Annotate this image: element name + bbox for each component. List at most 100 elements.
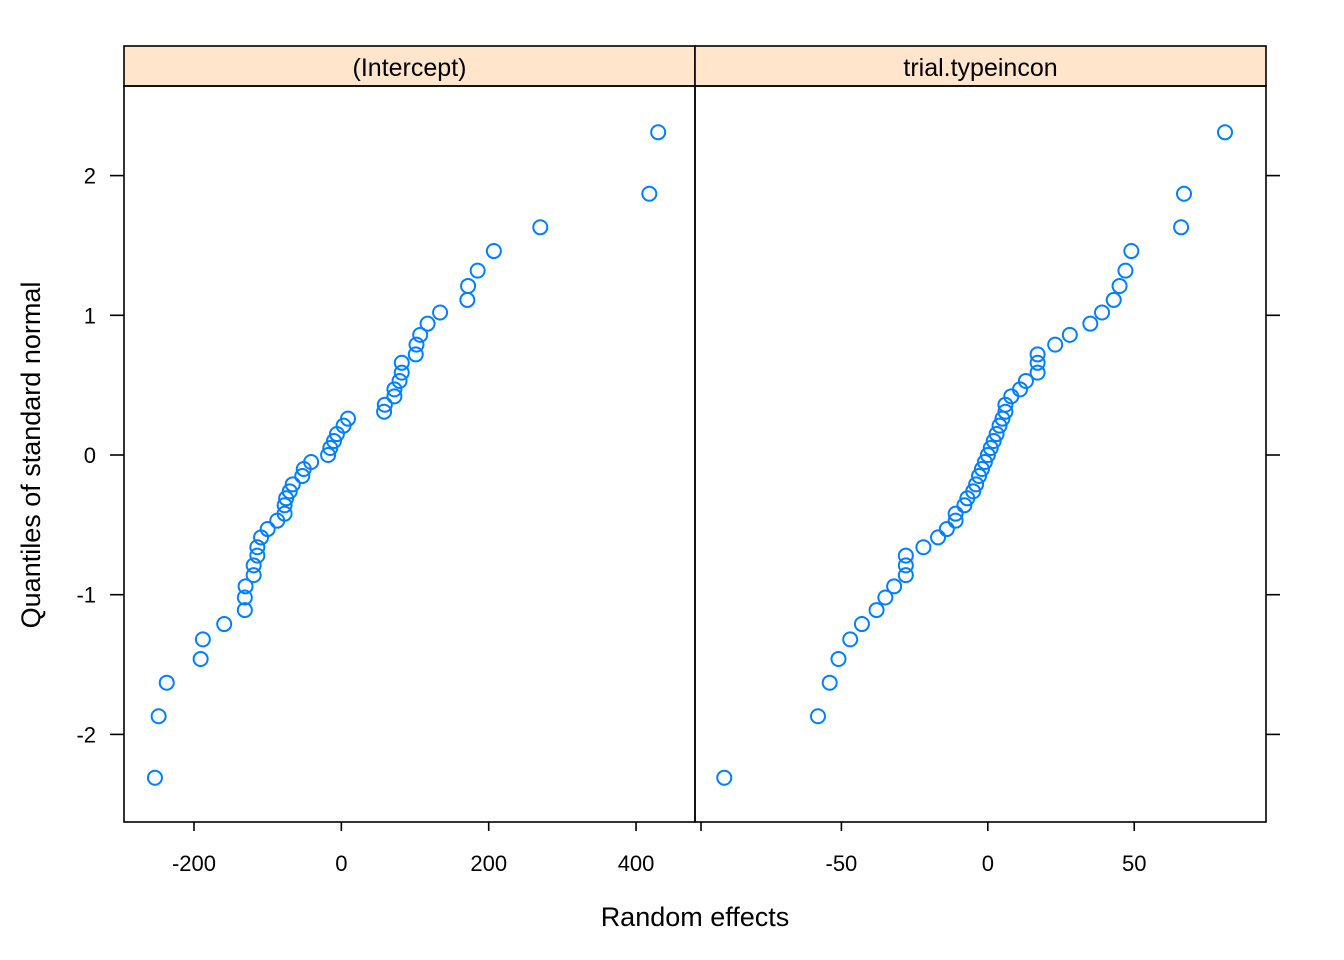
- data-point: [276, 497, 293, 514]
- data-point: [973, 460, 990, 477]
- data-point: [192, 650, 209, 667]
- data-point: [716, 769, 733, 786]
- data-point: [650, 124, 667, 141]
- data-point: [877, 589, 894, 606]
- data-point: [393, 354, 410, 371]
- panel-title-1: (Intercept): [353, 54, 467, 82]
- y-axis: -2 -1 0 1 2: [76, 164, 1280, 747]
- data-point: [1217, 124, 1234, 141]
- panel-strip-2: [694, 45, 1267, 87]
- panel-title-2: trial.typeincon: [903, 54, 1057, 82]
- data-point: [886, 578, 903, 595]
- data-point: [419, 315, 436, 332]
- data-point: [821, 674, 838, 691]
- data-point: [971, 467, 988, 484]
- x-tick-label: 0: [982, 851, 994, 876]
- data-point: [1029, 346, 1046, 363]
- data-point: [236, 602, 253, 619]
- data-point: [146, 769, 163, 786]
- panel-strip-1: [123, 45, 696, 87]
- data-point: [237, 578, 254, 595]
- data-point: [245, 557, 262, 574]
- data-points: [146, 124, 1234, 786]
- data-point: [947, 505, 964, 522]
- data-point: [947, 512, 964, 529]
- data-point: [965, 483, 982, 500]
- data-point: [641, 185, 658, 202]
- data-point: [1105, 291, 1122, 308]
- data-point: [842, 631, 859, 648]
- data-point: [376, 403, 393, 420]
- data-point: [997, 403, 1014, 420]
- data-point: [391, 372, 408, 389]
- data-point: [407, 346, 424, 363]
- data-point: [249, 547, 266, 564]
- data-point: [968, 476, 985, 493]
- data-point: [216, 616, 233, 633]
- data-point: [432, 304, 449, 321]
- data-point: [532, 219, 549, 236]
- data-point: [1094, 304, 1111, 321]
- data-point: [236, 589, 253, 606]
- data-point: [158, 674, 175, 691]
- data-point: [979, 447, 996, 463]
- data-point: [988, 426, 1005, 443]
- data-point: [408, 336, 425, 353]
- panel-frame-1: [123, 85, 696, 823]
- data-point: [991, 417, 1008, 434]
- data-point: [194, 631, 211, 648]
- x-tick-label: 50: [1122, 851, 1146, 876]
- data-point: [276, 505, 293, 522]
- y-axis-title: Quantiles of standard normal: [16, 282, 46, 629]
- data-point: [386, 381, 403, 398]
- data-point: [303, 453, 320, 470]
- x-tick-label: -50: [826, 851, 858, 876]
- data-point: [915, 539, 932, 556]
- data-point: [1176, 185, 1193, 202]
- data-point: [325, 433, 342, 450]
- data-point: [853, 616, 870, 633]
- data-point: [985, 433, 1002, 450]
- data-point: [249, 539, 266, 556]
- data-point: [830, 650, 847, 667]
- data-point: [460, 277, 477, 294]
- data-point: [294, 467, 311, 484]
- data-point: [1061, 326, 1078, 343]
- data-point: [982, 440, 999, 457]
- data-point: [897, 557, 914, 574]
- data-point: [809, 708, 826, 725]
- data-point: [897, 567, 914, 584]
- data-point: [150, 708, 167, 725]
- data-point: [412, 326, 429, 343]
- panel-frame-2: [694, 85, 1267, 823]
- x-axis: -200 0 200 400 -50 0 50: [172, 822, 1146, 876]
- x-tick-label: 400: [618, 851, 655, 876]
- y-tick-label: -1: [76, 583, 96, 608]
- y-tick-label: 1: [84, 303, 96, 328]
- data-point: [459, 291, 476, 308]
- data-point: [1123, 243, 1140, 260]
- data-point: [1173, 219, 1190, 236]
- data-point: [339, 410, 356, 427]
- data-point: [376, 396, 393, 413]
- data-point: [393, 364, 410, 381]
- data-point: [976, 453, 993, 470]
- data-point: [868, 602, 885, 619]
- data-point: [1117, 262, 1134, 279]
- x-tick-label: -200: [172, 851, 216, 876]
- data-point: [1029, 354, 1046, 371]
- panel-frames: [123, 85, 1267, 823]
- y-tick-label: 2: [84, 164, 96, 189]
- data-point: [938, 521, 955, 538]
- data-point: [281, 483, 298, 500]
- data-point: [284, 476, 301, 493]
- data-point: [245, 567, 262, 584]
- data-point: [485, 243, 502, 260]
- data-point: [956, 497, 973, 514]
- data-point: [259, 521, 276, 538]
- data-point: [1017, 372, 1034, 389]
- x-tick-label: 200: [470, 851, 507, 876]
- data-point: [897, 547, 914, 564]
- data-point: [469, 262, 486, 279]
